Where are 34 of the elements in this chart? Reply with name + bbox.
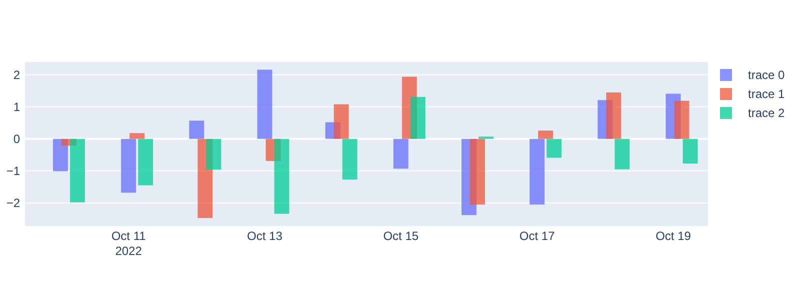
x-tick-label: Oct 19 (656, 229, 692, 243)
bar (70, 138, 85, 202)
x-tick-label: Oct 15 (383, 229, 419, 243)
x-tick-label: Oct 17 (519, 229, 556, 243)
bar (334, 104, 349, 139)
legend-label: trace 1 (748, 87, 786, 102)
legend-label: trace 2 (748, 106, 786, 120)
bar (121, 138, 136, 193)
bar (470, 138, 485, 205)
bar (138, 138, 154, 186)
bar (674, 100, 690, 139)
bar (189, 120, 204, 139)
x-tick-label: Oct 11 2022 (111, 229, 146, 258)
y-tick-label: −2 (6, 196, 20, 210)
y-tick-label: 1 (13, 100, 20, 114)
bar (130, 133, 145, 139)
bar (530, 138, 545, 205)
y-tick-label: 2 (13, 68, 20, 82)
bar (257, 70, 272, 139)
bar (606, 92, 622, 139)
bar (52, 138, 68, 172)
bar (342, 138, 358, 180)
legend-label: trace 0 (748, 68, 786, 82)
bar (546, 138, 562, 158)
bar (614, 138, 630, 170)
bar (410, 96, 426, 139)
bar (538, 130, 554, 139)
bar (206, 138, 222, 170)
y-tick-label: −1 (6, 164, 20, 178)
bar (393, 138, 408, 169)
bar (274, 138, 290, 214)
y-tick-label: 0 (13, 132, 20, 146)
bar (682, 138, 698, 164)
x-tick-label: Oct 13 (247, 229, 283, 243)
